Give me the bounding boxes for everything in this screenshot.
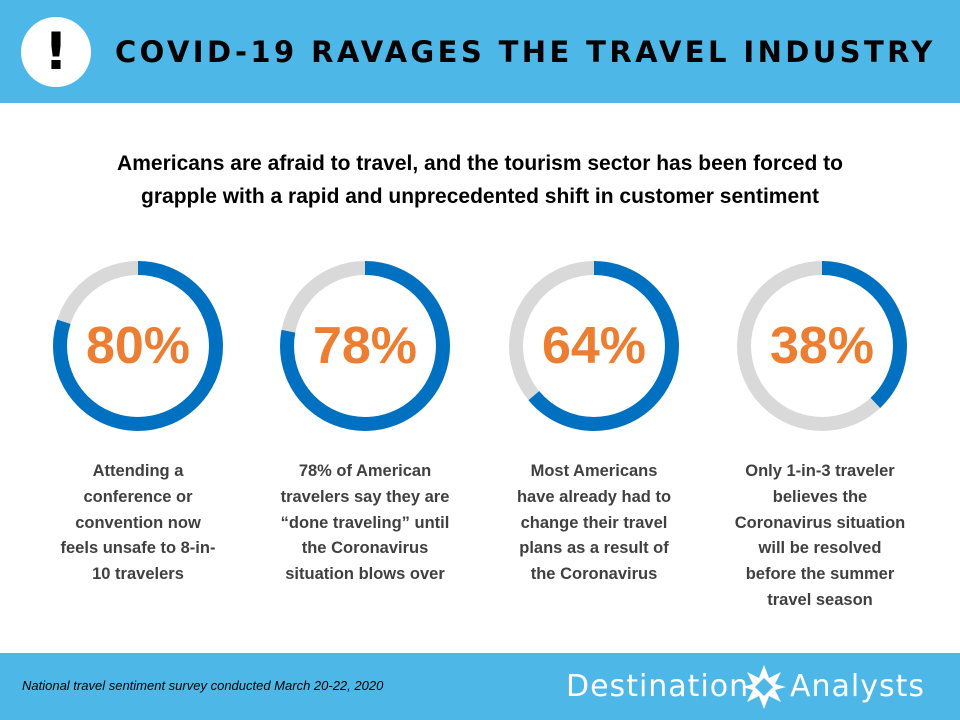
donut-1-value-arc [53,261,223,431]
donut-1: 80% [50,258,226,434]
donut-2-percent-label: 78% [312,317,418,375]
donut-3-description-line-2: have already had to [516,487,672,506]
donut-2-description-line-3: “done traveling” until [280,513,450,532]
donut-1-description-line-2: conference or [83,487,193,506]
header-band: ! COVID-19 RAVAGES THE TRAVEL INDUSTRY [0,0,960,103]
donut-2-description-line-1: 78% of American [298,462,432,480]
donut-1-description-line-3: convention now [75,513,201,532]
destination-analysts-logo: Destination Analysts [566,662,946,712]
donut-2-description-line-2: travelers say they are [280,487,450,506]
donut-2-svg [280,261,450,431]
diamond-star-logo-icon [742,665,786,709]
donut-3-description-line-4: plans as a result of [519,539,669,558]
exclamation-icon: ! [21,17,91,87]
donut-4-description-line-1: Only 1-in-3 traveler [745,462,895,480]
footnote: National travel sentiment survey conduct… [22,678,384,693]
donut-2-description-line-4: the Coronavirus [301,539,429,558]
donut-3-percent-label: 64% [541,317,647,375]
donut-3-svg [509,261,679,431]
donut-4-description: Only 1-in-3 traveler believes the Coronavi… [722,459,918,614]
donut-4-value-arc [737,261,907,431]
donut-4-description-line-5: before the summer [745,565,895,584]
exclamation-mark: ! [44,22,68,82]
donut-2: 78% [277,258,453,434]
donut-1-description-line-5: 10 travelers [92,565,184,584]
donut-3-description-line-5: the Coronavirus [530,565,658,584]
donut-1-description-line-1: Attending a [92,462,184,480]
donut-4: 38% [734,258,910,434]
donut-4-description-line-3: Coronavirus situation [734,513,906,532]
logo-word-destination: Destination [566,669,750,704]
donut-4-description-line-4: will be resolved [758,539,882,558]
donut-1-description: Attending a conference or convention now fe… [40,459,236,588]
page-title: COVID-19 RAVAGES THE TRAVEL INDUSTRY [115,35,936,69]
footer-band: National travel sentiment survey conduct… [0,653,960,720]
subtitle-line-1: Americans are afraid to travel, and the … [117,152,843,175]
donut-3-value-arc [509,261,679,431]
donut-1-description-line-4: feels unsafe to 8-in- [60,539,216,558]
donut-3: 64% [506,258,682,434]
donut-1-svg [53,261,223,431]
subtitle: Americans are afraid to travel, and the … [40,147,920,213]
donut-2-value-arc [280,261,450,431]
donut-2-description: 78% of American travelers say they are “do… [267,459,463,588]
donut-3-description: Most Americans have already had to change … [496,459,692,588]
donut-4-description-line-2: believes the [772,487,868,506]
donut-4-percent-label: 38% [769,317,875,375]
donut-2-description-line-5: situation blows over [285,565,445,584]
donut-1-percent-label: 80% [85,317,191,375]
donut-3-description-line-1: Most Americans [530,462,658,480]
logo-word-analysts: Analysts [790,669,926,704]
donut-4-description-line-6: travel season [767,590,873,609]
donut-4-svg [737,261,907,431]
donut-3-description-line-3: change their travel [520,513,668,532]
subtitle-line-2: grapple with a rapid and unprecedented s… [141,185,819,208]
